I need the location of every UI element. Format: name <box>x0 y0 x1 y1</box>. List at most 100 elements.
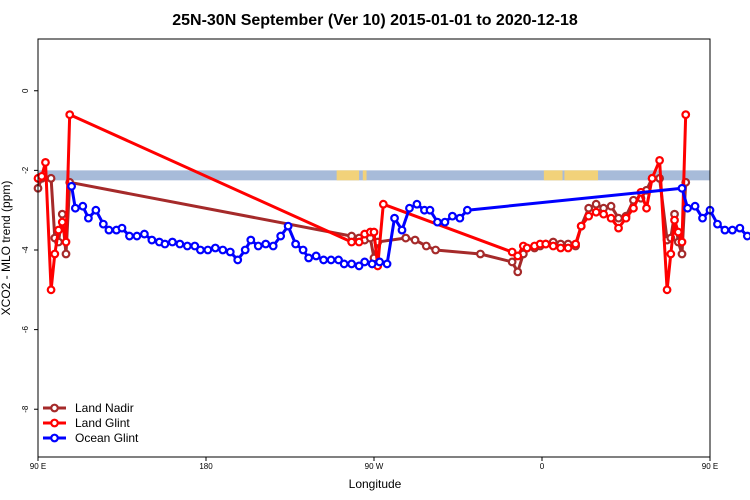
data-point <box>556 243 566 253</box>
data-point <box>425 205 435 215</box>
data-point <box>339 259 349 269</box>
data-point <box>61 249 71 259</box>
data-point <box>67 181 76 191</box>
data-point <box>91 205 101 215</box>
x-tick-label: 0 <box>540 462 545 471</box>
data-point <box>261 239 271 249</box>
data-point <box>304 253 314 263</box>
x-axis-label: Longitude <box>349 477 402 491</box>
data-point <box>698 213 707 223</box>
data-point <box>218 245 228 255</box>
land-segment <box>543 170 563 181</box>
data-point <box>57 209 67 219</box>
data-point <box>283 221 293 231</box>
data-point <box>104 225 114 235</box>
data-point <box>253 241 263 251</box>
legend-marker <box>50 418 59 428</box>
data-point <box>225 247 235 257</box>
y-tick-label: -6 <box>21 326 30 334</box>
data-point <box>614 223 623 233</box>
land-segment <box>362 170 367 181</box>
land-segment <box>564 170 598 181</box>
data-point <box>354 237 364 247</box>
land-ocean-band <box>38 170 710 181</box>
data-point <box>190 241 200 251</box>
data-point <box>476 249 485 259</box>
data-point <box>54 225 63 235</box>
data-point <box>46 285 56 295</box>
data-point <box>319 255 329 265</box>
data-point <box>50 249 60 259</box>
data-point <box>410 235 420 245</box>
data-point <box>522 243 532 253</box>
legend-marker <box>50 433 59 443</box>
data-point <box>690 201 700 211</box>
land-segment <box>336 170 360 181</box>
data-point <box>182 241 192 251</box>
data-point <box>681 110 691 120</box>
data-point <box>614 213 623 223</box>
data-point <box>440 217 450 227</box>
data-point <box>57 217 67 227</box>
ocean-band <box>38 170 710 181</box>
legend-marker <box>50 403 59 413</box>
data-point <box>291 239 301 249</box>
data-point <box>375 257 385 267</box>
series-line <box>36 176 688 274</box>
data-point <box>713 219 722 229</box>
data-point <box>735 223 745 233</box>
data-point <box>390 213 399 223</box>
data-point <box>326 255 336 265</box>
data-point <box>655 156 664 165</box>
data-point <box>311 251 321 261</box>
data-point <box>61 237 71 247</box>
data-point <box>606 201 616 211</box>
data-point <box>606 213 616 223</box>
data-point <box>195 245 205 255</box>
data-point <box>742 231 750 241</box>
data-point <box>584 211 594 221</box>
data-point <box>683 203 692 213</box>
data-point <box>360 257 370 267</box>
data-point <box>431 245 441 255</box>
x-tick-label: 90 E <box>702 462 718 471</box>
data-point <box>662 285 672 295</box>
series-layer <box>33 110 750 295</box>
plot-frame <box>37 38 711 458</box>
data-point <box>563 243 573 253</box>
data-point <box>647 173 657 183</box>
series-ocean-glint <box>67 181 750 271</box>
data-point <box>369 227 379 237</box>
data-point <box>666 249 676 259</box>
data-point <box>167 237 177 247</box>
data-point <box>83 213 93 223</box>
data-point <box>397 225 407 235</box>
data-point <box>65 110 75 120</box>
data-point <box>276 231 286 241</box>
data-point <box>401 233 411 243</box>
data-point <box>599 209 608 219</box>
legend-label: Land Nadir <box>75 401 134 415</box>
data-point <box>412 199 422 209</box>
data-point <box>571 239 580 249</box>
data-point <box>677 237 687 247</box>
data-point <box>670 215 679 225</box>
data-point <box>367 259 377 269</box>
data-point <box>175 239 185 249</box>
data-point <box>673 227 683 237</box>
data-point <box>298 245 308 255</box>
y-axis-label: XCO2 - MLO trend (ppm) <box>0 181 13 316</box>
data-point <box>728 225 737 235</box>
data-point <box>507 257 517 267</box>
data-point <box>513 251 523 261</box>
data-point <box>160 239 170 249</box>
data-point <box>629 203 638 213</box>
legend-label: Land Glint <box>75 416 130 430</box>
data-point <box>46 173 56 183</box>
y-tick-label: 0 <box>21 88 30 93</box>
data-point <box>132 231 142 241</box>
data-point <box>591 207 601 217</box>
data-point <box>462 205 472 215</box>
